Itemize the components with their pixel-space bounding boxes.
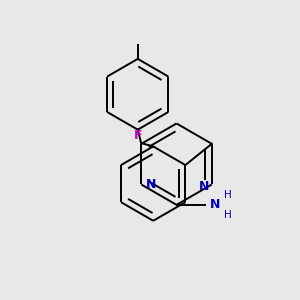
Text: H: H bbox=[224, 190, 232, 200]
Text: N: N bbox=[209, 198, 220, 211]
Text: N: N bbox=[146, 178, 156, 191]
Text: F: F bbox=[134, 129, 142, 142]
Text: N: N bbox=[199, 180, 209, 193]
Text: H: H bbox=[224, 210, 232, 220]
